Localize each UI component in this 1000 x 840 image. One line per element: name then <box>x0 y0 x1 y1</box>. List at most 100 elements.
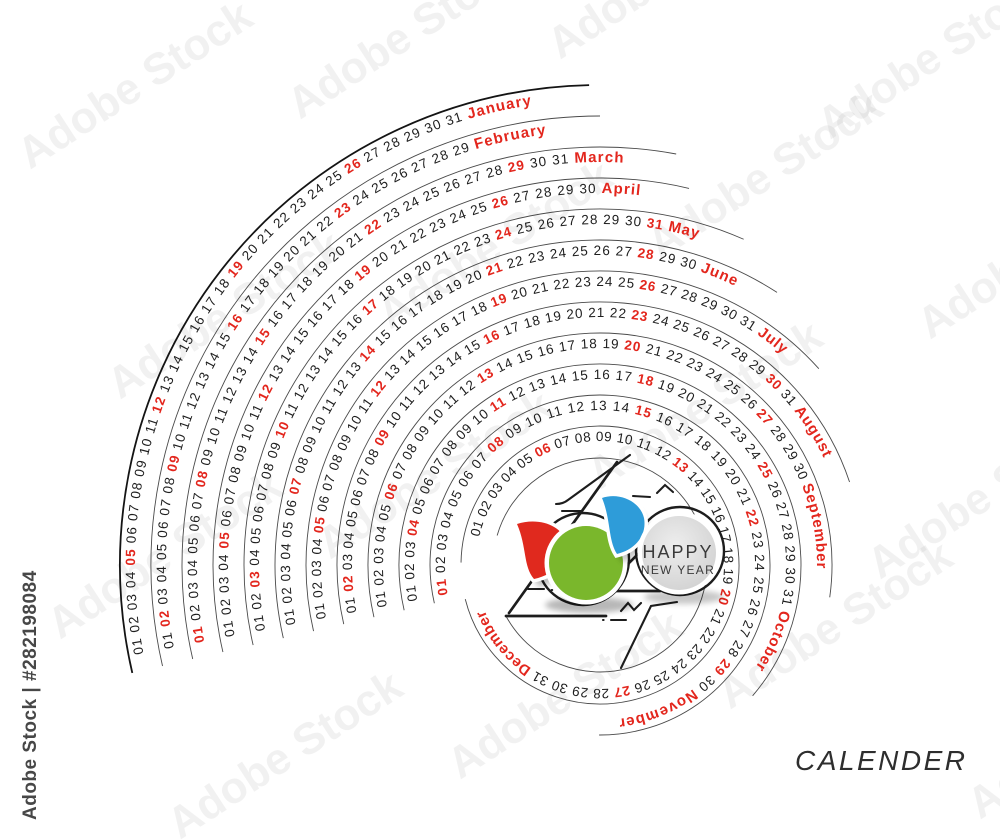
weekday-date: 06 <box>123 520 140 543</box>
weekday-date: 25 <box>515 218 539 237</box>
sunday-date: 28 <box>637 245 661 263</box>
weekday-date: 22 <box>505 251 530 271</box>
weekday-date: 27 <box>659 281 683 301</box>
weekday-date: 10 <box>616 430 640 449</box>
weekday-date: 01 <box>280 603 298 627</box>
weekday-date: 30 <box>679 254 704 275</box>
separator-arc <box>181 146 677 660</box>
weekday-date: 09 <box>264 435 286 461</box>
weekday-date: 24 <box>651 311 675 331</box>
weekday-date: 07 <box>552 432 576 452</box>
weekday-date: 30 <box>545 675 570 696</box>
weekday-date: 24 <box>596 274 618 290</box>
weekday-date: 05 <box>248 521 265 544</box>
month-label: January <box>465 92 533 123</box>
weekday-date: 06 <box>314 489 333 513</box>
weekday-date: 31 <box>444 107 470 128</box>
weekday-date: 23 <box>749 530 767 554</box>
month-label: December <box>472 608 534 679</box>
weekday-date: 01 <box>372 585 390 609</box>
sunday-date: 01 <box>189 620 207 644</box>
weekday-date: 13 <box>527 374 552 395</box>
sunday-date: 18 <box>636 371 661 391</box>
sunday-date: 05 <box>311 510 329 534</box>
weekday-date: 26 <box>594 243 616 258</box>
weekday-date: 17 <box>558 337 582 355</box>
weekday-date: 07 <box>189 486 207 510</box>
weekday-date: 18 <box>522 311 547 331</box>
sunday-date: 31 <box>646 215 670 233</box>
decor-dash-top <box>631 494 652 499</box>
weekday-date: 18 <box>580 336 602 352</box>
weekday-date: 17 <box>501 317 526 338</box>
weekday-date: 03 <box>185 576 201 599</box>
weekday-date: 08 <box>258 456 278 481</box>
watermark-text: Adobe Stock <box>639 81 892 269</box>
decor-dash-dot-left <box>526 587 554 592</box>
weekday-date: 11 <box>142 410 163 435</box>
weekday-date: 27 <box>773 500 793 525</box>
green-circle-shadow <box>545 597 633 613</box>
month-label: June <box>699 259 742 290</box>
weekday-date: 23 <box>527 247 551 266</box>
weekday-date: 25 <box>469 197 495 218</box>
weekday-date: 03 <box>124 588 141 611</box>
weekday-date: 28 <box>588 685 610 701</box>
sunday-date: 19 <box>488 289 513 311</box>
separator-arc <box>243 208 744 646</box>
weekday-date: 04 <box>154 560 169 582</box>
sunday-date: 26 <box>490 191 515 211</box>
weekday-date: 02 <box>278 581 295 604</box>
weekday-date: 04 <box>185 554 200 577</box>
weekday-date: 24 <box>752 554 767 577</box>
weekday-date: 03 <box>340 548 356 570</box>
sunday-date: 06 <box>381 476 403 502</box>
weekday-date: 05 <box>343 504 362 528</box>
weekday-date: 22 <box>552 275 575 293</box>
weekday-date: 20 <box>509 282 534 302</box>
weekday-date: 27 <box>512 187 537 206</box>
weekday-date: 05 <box>376 497 396 522</box>
watermark-text: Adobe Stock <box>959 641 1000 829</box>
weekday-date: 27 <box>615 243 638 260</box>
weekday-date: 08 <box>225 459 245 484</box>
sunday-date: 07 <box>286 471 306 496</box>
weekday-date: 07 <box>253 477 272 502</box>
weekday-date: 21 <box>644 341 669 361</box>
weekday-date: 01 <box>219 614 237 638</box>
weekday-date: 26 <box>537 214 561 232</box>
weekday-date: 07 <box>221 481 240 506</box>
weekday-date: 28 <box>484 161 509 181</box>
decor-diagonal-line <box>554 453 632 506</box>
gray-circle <box>642 516 716 590</box>
calender-caption: CALENDER <box>795 745 967 776</box>
weekday-date: 22 <box>665 347 691 369</box>
month-days-text: 01 02 03 04 05 06 07 08 09 10 11 12 13 1… <box>309 274 792 620</box>
separator-arc <box>398 363 802 697</box>
weekday-date: 04 <box>247 543 263 565</box>
sunday-date: 09 <box>164 448 184 473</box>
weekday-date: 08 <box>574 429 596 446</box>
weekday-date: 14 <box>612 399 637 417</box>
weekday-date: 05 <box>185 531 201 554</box>
weekday-date: 05 <box>279 515 297 539</box>
weekday-date: 28 <box>581 212 603 227</box>
weekday-date: 07 <box>319 468 340 493</box>
weekday-date: 29 <box>566 682 589 700</box>
weekday-date: 28 <box>534 183 558 201</box>
watermark-text: Adobe Stock <box>9 0 262 178</box>
weekday-date: 29 <box>451 138 477 159</box>
weekday-date: 01 <box>250 609 268 633</box>
weekday-date: 07 <box>157 492 175 516</box>
new-year-text: NEW YEAR <box>641 563 715 577</box>
weekday-date: 10 <box>170 426 191 452</box>
sunday-date: 15 <box>634 402 660 423</box>
weekday-date: 17 <box>615 368 639 386</box>
weekday-date: 31 <box>778 588 797 612</box>
spiral-calendar: 01 02 03 04 05 06 07 08 09 10 11 12 13 1… <box>119 84 850 736</box>
weekday-date: 25 <box>748 576 766 601</box>
weekday-date: 15 <box>571 367 594 384</box>
weekday-date: 06 <box>282 493 301 517</box>
weekday-date: 04 <box>341 526 358 549</box>
